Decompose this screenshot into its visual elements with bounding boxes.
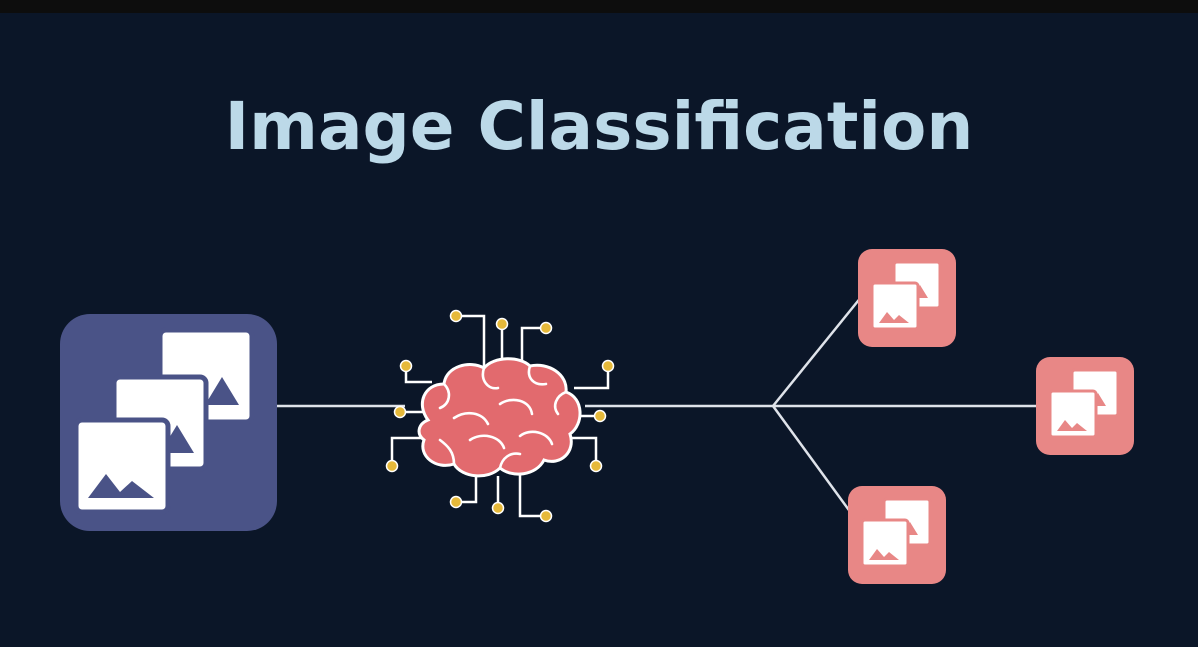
page-title: Image Classification <box>224 88 974 165</box>
mountain-shape <box>88 474 154 498</box>
top-bar <box>0 0 1198 13</box>
image-card-front <box>73 417 171 515</box>
circuit-dots <box>385 309 615 523</box>
connector-lines <box>255 295 1040 529</box>
branch-to-bottom-line <box>771 405 864 529</box>
brain-folds <box>438 364 568 470</box>
mountain-shape <box>205 377 239 405</box>
output-middle-icon <box>1036 357 1134 455</box>
output-top-icon <box>858 249 956 347</box>
stacked-images-icon <box>60 314 277 531</box>
brain-circuit-icon <box>385 309 615 523</box>
output-bottom-icon <box>848 486 946 584</box>
brain-shape <box>417 357 582 478</box>
branch-to-top-line <box>772 295 863 407</box>
